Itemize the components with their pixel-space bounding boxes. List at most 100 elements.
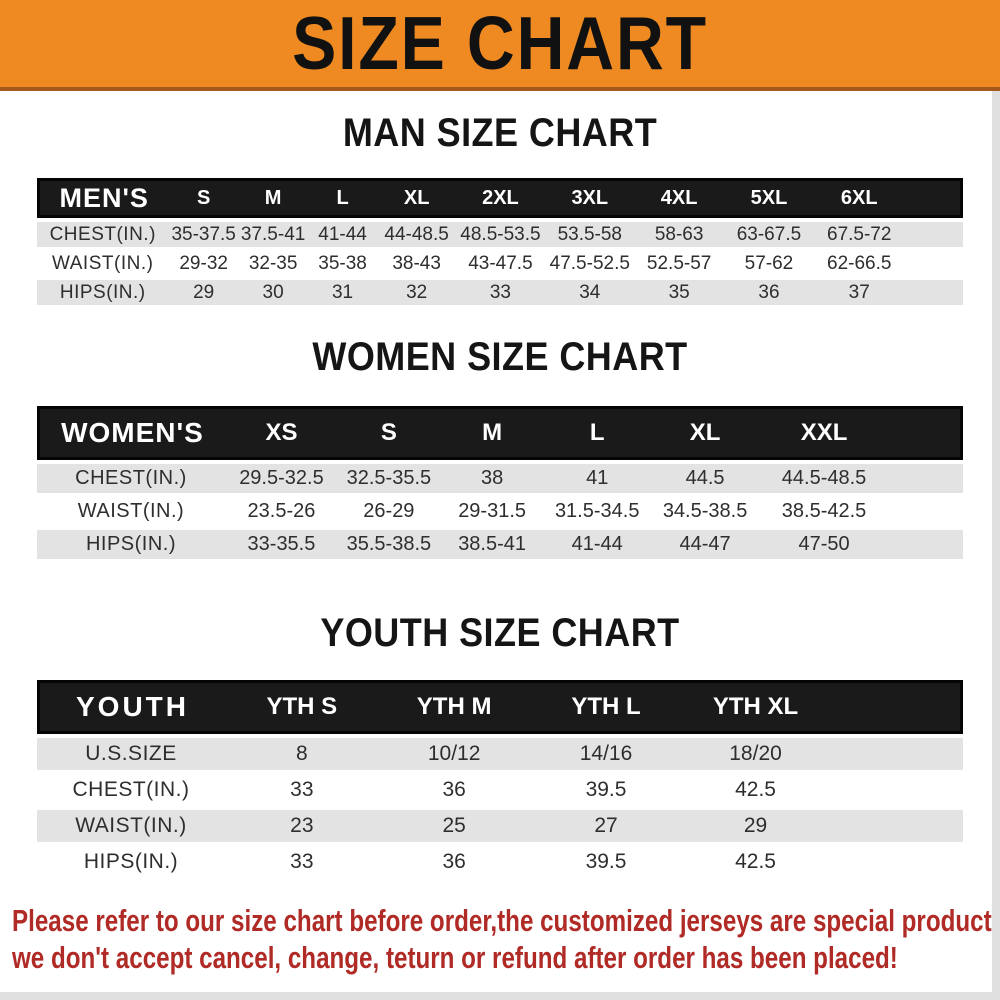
women-row-chest-in: CHEST(IN.) 29.5-32.5 32.5-35.5 38 41 44.5 44.5… bbox=[37, 464, 963, 493]
size-value: 41-44 bbox=[544, 530, 650, 559]
size-value: 36 bbox=[724, 280, 814, 305]
youth-row-u-s-size: U.S.SIZE 8 10/12 14/16 18/20 bbox=[37, 738, 963, 770]
size-column-header-6xl: 6XL bbox=[813, 178, 905, 218]
size-value: 42.5 bbox=[682, 846, 829, 878]
youth-table-header-row: YOUTH YTH S YTH M YTH L YTH XL bbox=[37, 680, 963, 734]
size-value: 37 bbox=[813, 280, 905, 305]
size-value: 41 bbox=[544, 464, 650, 493]
size-value: 35-38 bbox=[307, 251, 378, 276]
row-spacer-cell bbox=[828, 810, 963, 842]
size-value: 43-47.5 bbox=[455, 251, 546, 276]
size-value: 35-37.5 bbox=[168, 222, 239, 247]
size-value: 35 bbox=[634, 280, 725, 305]
men-table-header-row: MEN'S S M L XL 2XL 3XL 4XL 5XL 6XL bbox=[37, 178, 963, 218]
row-spacer-cell bbox=[887, 497, 963, 526]
policy-line-2: we don't accept cancel, change, teturn o… bbox=[12, 940, 898, 975]
size-value: 30 bbox=[238, 280, 308, 305]
size-column-header-l: L bbox=[544, 406, 650, 460]
size-value: 47.5-52.5 bbox=[545, 251, 635, 276]
row-spacer-cell bbox=[828, 774, 963, 806]
size-column-header-s: S bbox=[337, 406, 440, 460]
size-column-header-m: M bbox=[238, 178, 308, 218]
policy-line-1: Please refer to our size chart before or… bbox=[12, 903, 1000, 938]
size-value: 34.5-38.5 bbox=[649, 497, 761, 526]
row-spacer-cell bbox=[887, 530, 963, 559]
size-value: 29.5-32.5 bbox=[224, 464, 338, 493]
youth-section-title: YOUTH SIZE CHART bbox=[320, 611, 680, 655]
size-column-header-yth-l: YTH L bbox=[529, 680, 683, 734]
size-value: 31 bbox=[307, 280, 378, 305]
row-spacer-cell bbox=[904, 222, 963, 247]
size-value: 29 bbox=[168, 280, 239, 305]
size-column-header-xl: XL bbox=[649, 406, 761, 460]
size-value: 44.5 bbox=[649, 464, 761, 493]
size-value: 62-66.5 bbox=[813, 251, 905, 276]
size-value: 32-35 bbox=[238, 251, 308, 276]
size-column-header-yth-s: YTH S bbox=[224, 680, 379, 734]
size-value: 31.5-34.5 bbox=[544, 497, 650, 526]
size-value: 33-35.5 bbox=[224, 530, 338, 559]
row-label: HIPS(IN.) bbox=[37, 280, 169, 305]
row-spacer-cell bbox=[828, 846, 963, 878]
size-value: 41-44 bbox=[307, 222, 378, 247]
women-row-hips-in: HIPS(IN.) 33-35.5 35.5-38.5 38.5-41 41-44 44-… bbox=[37, 530, 963, 559]
size-value: 26-29 bbox=[337, 497, 440, 526]
row-label: U.S.SIZE bbox=[37, 738, 225, 770]
size-value: 8 bbox=[224, 738, 379, 770]
size-value: 32.5-35.5 bbox=[337, 464, 440, 493]
row-spacer-cell bbox=[828, 738, 963, 770]
row-label: CHEST(IN.) bbox=[37, 774, 225, 806]
size-value: 38 bbox=[439, 464, 545, 493]
header-spacer-cell bbox=[887, 406, 963, 460]
section-women: WOMEN SIZE CHART WOMEN'S XS S M L XL XXL CHEST… bbox=[0, 335, 1000, 563]
size-value: 10/12 bbox=[378, 738, 530, 770]
size-value: 34 bbox=[545, 280, 635, 305]
row-label: HIPS(IN.) bbox=[37, 530, 225, 559]
size-column-header-xl: XL bbox=[377, 178, 456, 218]
size-value: 29 bbox=[682, 810, 829, 842]
men-section-title: MAN SIZE CHART bbox=[342, 111, 658, 155]
size-column-header-m: M bbox=[439, 406, 545, 460]
size-column-header-l: L bbox=[307, 178, 378, 218]
size-value: 27 bbox=[529, 810, 683, 842]
size-value: 44.5-48.5 bbox=[760, 464, 888, 493]
size-value: 42.5 bbox=[682, 774, 829, 806]
row-spacer-cell bbox=[887, 464, 963, 493]
size-column-header-yth-m: YTH M bbox=[378, 680, 530, 734]
page-title: SIZE CHART bbox=[292, 1, 708, 86]
size-value: 33 bbox=[224, 846, 379, 878]
section-youth: YOUTH SIZE CHART YOUTH YTH S YTH M YTH L YTH… bbox=[0, 611, 1000, 882]
banner: SIZE CHART bbox=[0, 0, 1000, 91]
size-value: 33 bbox=[224, 774, 379, 806]
row-spacer-cell bbox=[904, 251, 963, 276]
men-row-hips-in: HIPS(IN.) 29 30 31 32 33 34 35 36 37 bbox=[37, 280, 963, 305]
size-value: 44-47 bbox=[649, 530, 761, 559]
size-value: 44-48.5 bbox=[377, 222, 456, 247]
row-label: CHEST(IN.) bbox=[37, 464, 225, 493]
size-column-header-5xl: 5XL bbox=[724, 178, 814, 218]
women-row-waist-in: WAIST(IN.) 23.5-26 26-29 29-31.5 31.5-34.5 34… bbox=[37, 497, 963, 526]
size-value: 58-63 bbox=[634, 222, 725, 247]
size-value: 23 bbox=[224, 810, 379, 842]
row-label: HIPS(IN.) bbox=[37, 846, 225, 878]
size-value: 63-67.5 bbox=[724, 222, 814, 247]
size-column-header-xxl: XXL bbox=[760, 406, 888, 460]
size-value: 35.5-38.5 bbox=[337, 530, 440, 559]
size-column-header-3xl: 3XL bbox=[545, 178, 635, 218]
youth-row-chest-in: CHEST(IN.) 33 36 39.5 42.5 bbox=[37, 774, 963, 806]
men-size-table: MEN'S S M L XL 2XL 3XL 4XL 5XL 6XL CHEST(IN.) 35-3… bbox=[37, 174, 963, 309]
row-label: WAIST(IN.) bbox=[37, 810, 225, 842]
row-spacer-cell bbox=[904, 280, 963, 305]
size-value: 23.5-26 bbox=[224, 497, 338, 526]
size-value: 57-62 bbox=[724, 251, 814, 276]
size-value: 29-32 bbox=[168, 251, 239, 276]
header-spacer-cell bbox=[828, 680, 963, 734]
order-policy-note: Please refer to our size chart before or… bbox=[0, 902, 1000, 976]
size-value: 52.5-57 bbox=[634, 251, 725, 276]
size-value: 29-31.5 bbox=[439, 497, 545, 526]
size-value: 38.5-41 bbox=[439, 530, 545, 559]
size-value: 53.5-58 bbox=[545, 222, 635, 247]
women-header-label: WOMEN'S bbox=[37, 406, 225, 460]
size-column-header-xs: XS bbox=[224, 406, 338, 460]
